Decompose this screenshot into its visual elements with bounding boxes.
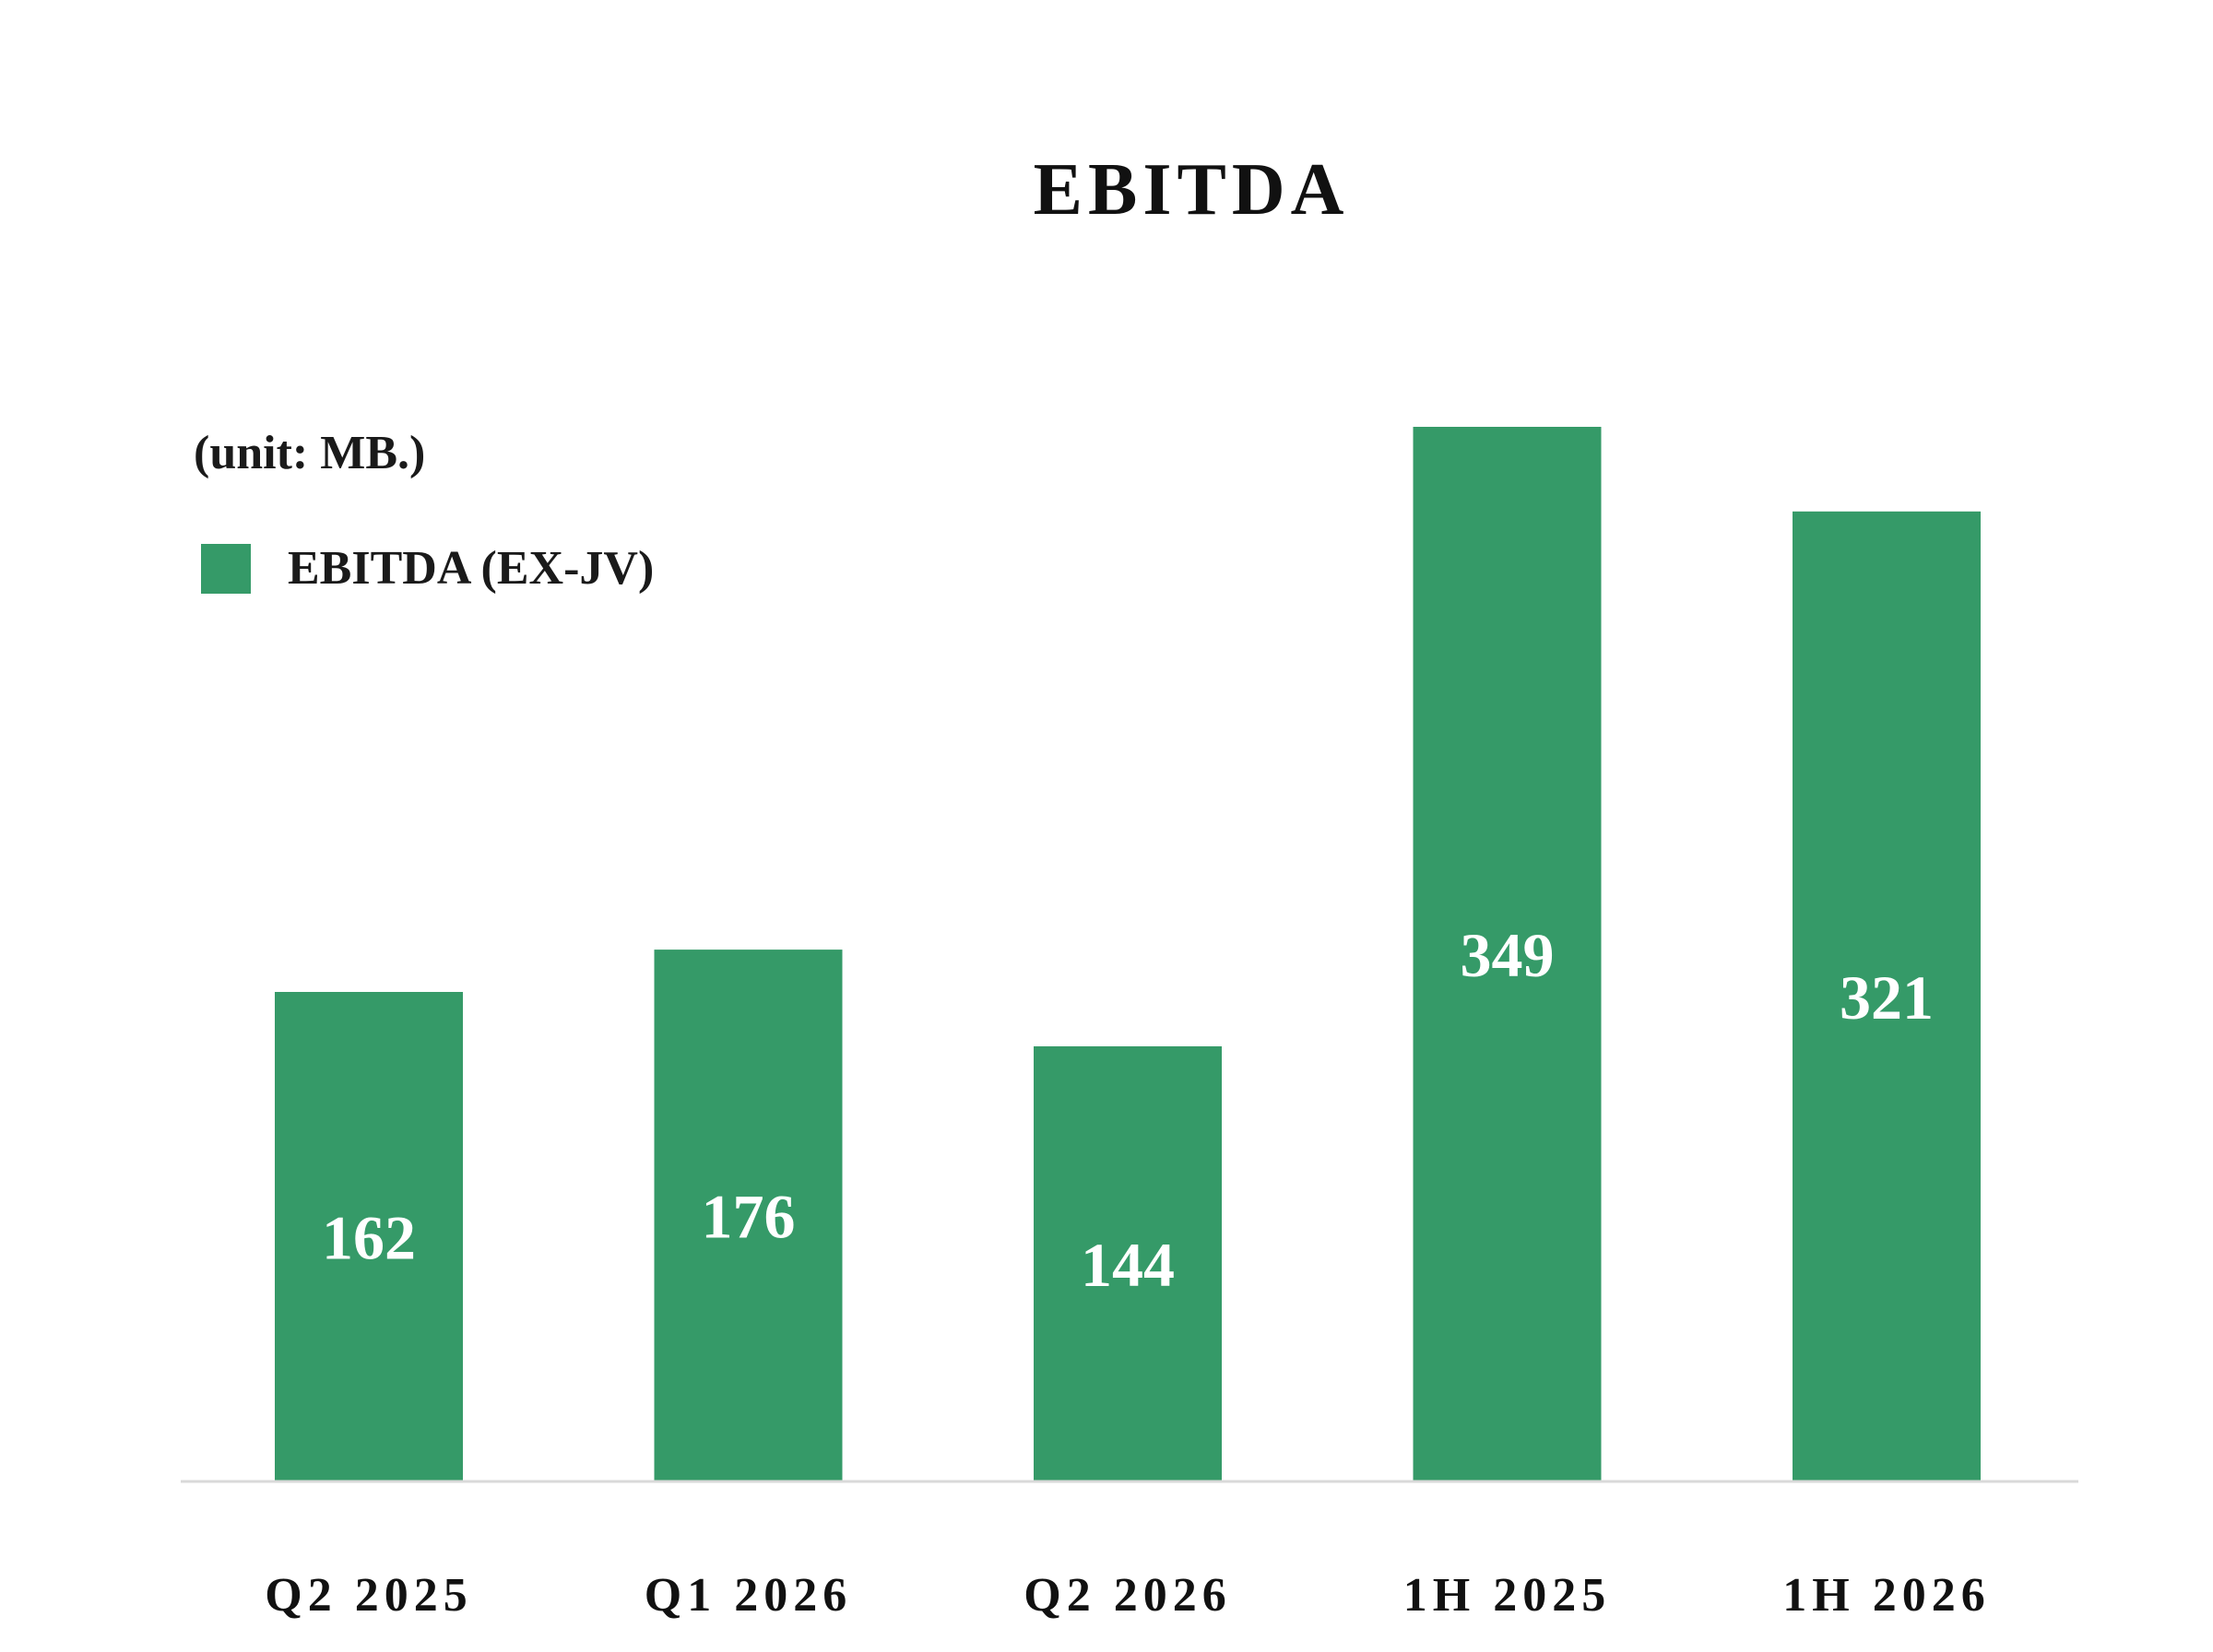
bar-2 — [654, 950, 843, 1481]
bar-4 — [1413, 427, 1602, 1481]
legend-swatch — [201, 544, 251, 594]
category-label-4: 1H 2025 — [1403, 1569, 1611, 1622]
bar-1 — [275, 992, 463, 1481]
bar-5 — [1793, 511, 1981, 1481]
legend: EBITDA (EX-JV) — [201, 542, 654, 595]
value-label-3: 144 — [1081, 1230, 1175, 1300]
category-label-2: Q1 2026 — [645, 1569, 852, 1622]
value-label-2: 176 — [702, 1182, 796, 1252]
value-label-4: 349 — [1461, 920, 1555, 990]
category-labels-layer: Q2 2025 Q1 2026 Q2 2026 1H 2025 1H 2026 — [265, 1569, 1990, 1622]
category-label-1: Q2 2025 — [265, 1569, 472, 1622]
category-label-5: 1H 2026 — [1782, 1569, 1990, 1622]
bar-3 — [1034, 1046, 1222, 1481]
legend-label: EBITDA (EX-JV) — [288, 542, 654, 595]
unit-note: (unit: MB.) — [194, 427, 425, 479]
category-label-3: Q2 2026 — [1024, 1569, 1231, 1622]
chart-title: EBITDA — [1034, 149, 1350, 230]
value-labels-layer: 162 176 144 349 321 — [322, 920, 1934, 1300]
bars-layer — [275, 427, 1981, 1481]
value-label-1: 162 — [322, 1203, 416, 1273]
value-label-5: 321 — [1840, 962, 1934, 1032]
